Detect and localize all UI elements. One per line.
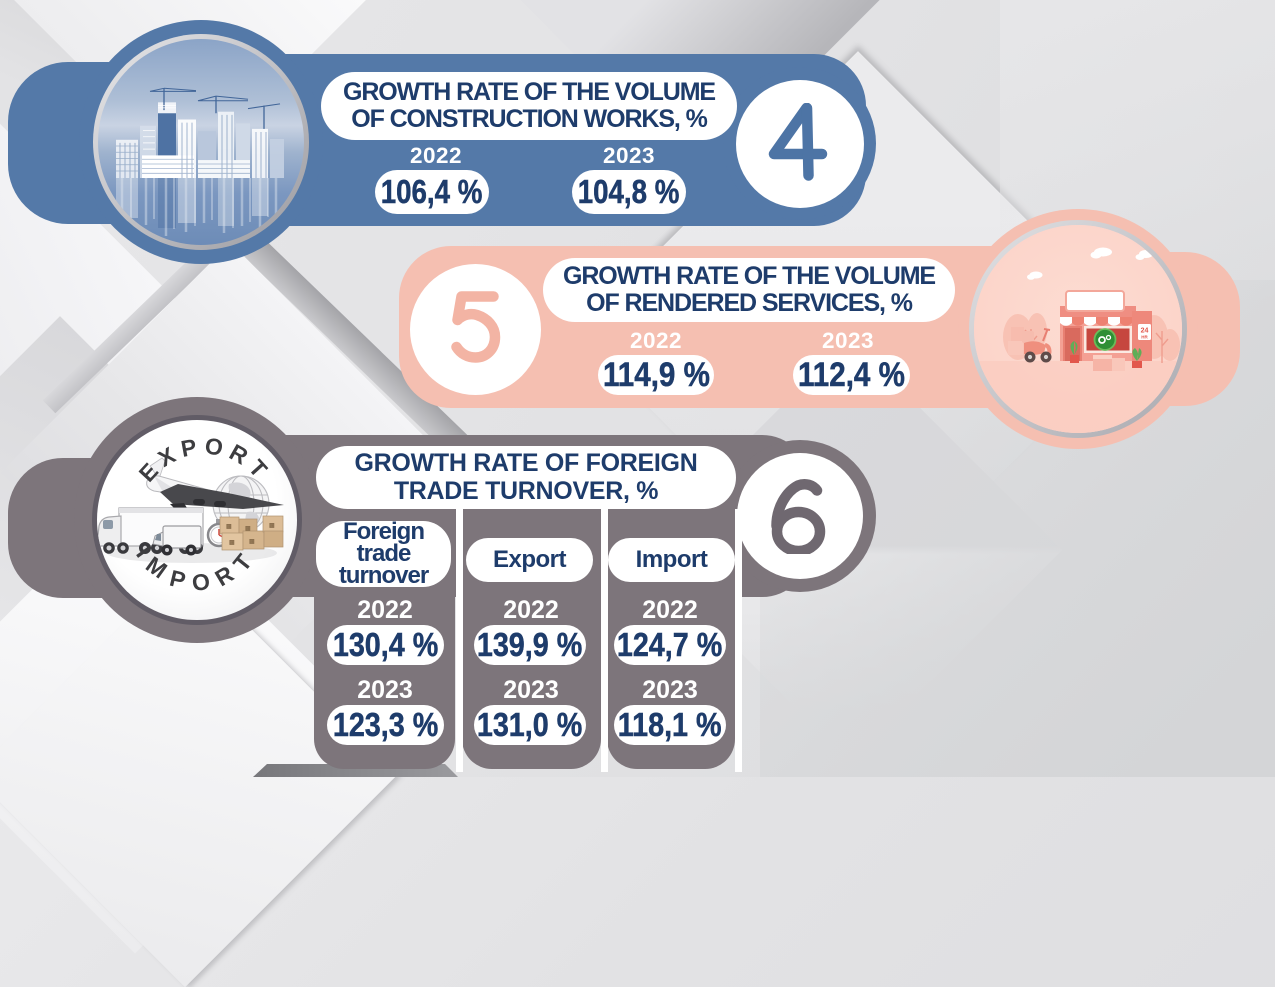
svg-text:▩: ▩ — [226, 524, 232, 530]
svg-text:▩: ▩ — [269, 523, 275, 529]
svg-text:▩: ▩ — [249, 539, 255, 545]
svg-text:HR: HR — [1141, 335, 1148, 340]
svg-text:24: 24 — [1141, 328, 1149, 335]
svg-text:EXPORT: EXPORT — [134, 432, 277, 486]
svg-text:▩: ▩ — [229, 540, 235, 546]
svg-text:▩: ▩ — [245, 526, 251, 532]
